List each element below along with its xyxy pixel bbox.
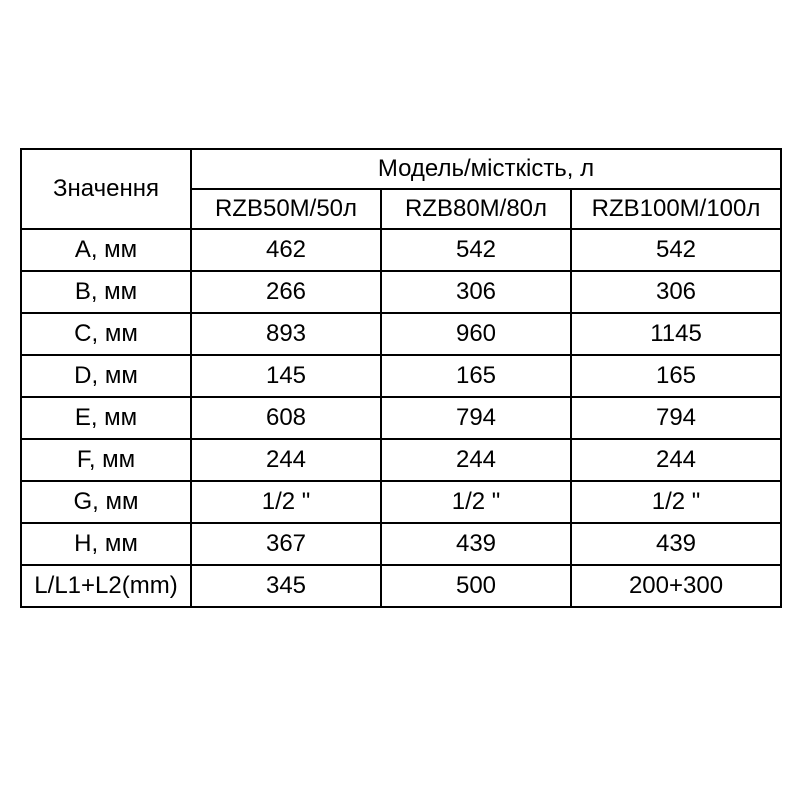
row-label: B, мм [21, 271, 191, 313]
row-label: E, мм [21, 397, 191, 439]
cell: 1145 [571, 313, 781, 355]
table-row: D, мм145165165 [21, 355, 781, 397]
header-model-1: RZB80M/80л [381, 189, 571, 229]
cell: 244 [571, 439, 781, 481]
row-label: L/L1+L2(mm) [21, 565, 191, 607]
cell: 165 [381, 355, 571, 397]
table-row: E, мм608794794 [21, 397, 781, 439]
header-model-2: RZB100M/100л [571, 189, 781, 229]
cell: 608 [191, 397, 381, 439]
table-head: Значення Модель/місткість, л RZB50M/50л … [21, 149, 781, 229]
cell: 345 [191, 565, 381, 607]
cell: 145 [191, 355, 381, 397]
header-model-0: RZB50M/50л [191, 189, 381, 229]
cell: 542 [571, 229, 781, 271]
row-label: F, мм [21, 439, 191, 481]
table-row: F, мм244244244 [21, 439, 781, 481]
header-row-1: Значення Модель/місткість, л [21, 149, 781, 189]
row-label: A, мм [21, 229, 191, 271]
cell: 244 [191, 439, 381, 481]
cell: 462 [191, 229, 381, 271]
cell: 794 [381, 397, 571, 439]
cell: 542 [381, 229, 571, 271]
table-row: C, мм8939601145 [21, 313, 781, 355]
cell: 439 [381, 523, 571, 565]
row-label: C, мм [21, 313, 191, 355]
page: Значення Модель/місткість, л RZB50M/50л … [0, 0, 800, 800]
cell: 244 [381, 439, 571, 481]
table-row: H, мм367439439 [21, 523, 781, 565]
cell: 960 [381, 313, 571, 355]
cell: 306 [381, 271, 571, 313]
cell: 893 [191, 313, 381, 355]
table-row: L/L1+L2(mm)345500200+300 [21, 565, 781, 607]
table-row: A, мм462542542 [21, 229, 781, 271]
cell: 367 [191, 523, 381, 565]
cell: 1/2 " [381, 481, 571, 523]
cell: 306 [571, 271, 781, 313]
header-row-label: Значення [21, 149, 191, 229]
row-label: G, мм [21, 481, 191, 523]
table-body: A, мм462542542B, мм266306306C, мм8939601… [21, 229, 781, 607]
row-label: D, мм [21, 355, 191, 397]
table-row: G, мм1/2 "1/2 "1/2 " [21, 481, 781, 523]
cell: 165 [571, 355, 781, 397]
spec-table: Значення Модель/місткість, л RZB50M/50л … [20, 148, 782, 608]
cell: 439 [571, 523, 781, 565]
table-row: B, мм266306306 [21, 271, 781, 313]
cell: 500 [381, 565, 571, 607]
cell: 200+300 [571, 565, 781, 607]
header-group-label: Модель/місткість, л [191, 149, 781, 189]
cell: 1/2 " [571, 481, 781, 523]
cell: 794 [571, 397, 781, 439]
cell: 1/2 " [191, 481, 381, 523]
cell: 266 [191, 271, 381, 313]
row-label: H, мм [21, 523, 191, 565]
